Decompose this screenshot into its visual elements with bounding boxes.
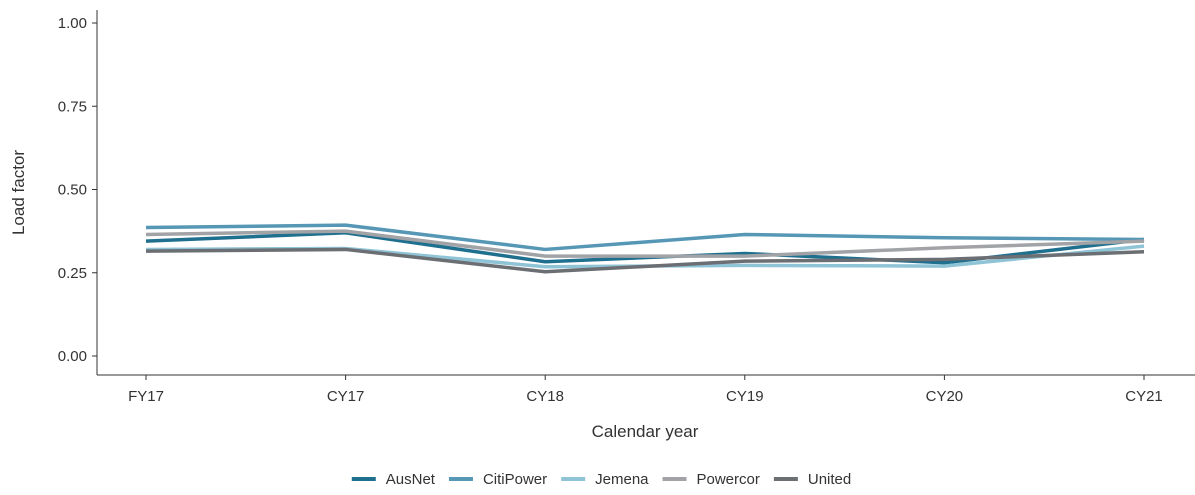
y-tick-label: 0.25: [58, 265, 87, 282]
series-lines: [145, 223, 1145, 274]
axes: [96, 10, 1195, 376]
y-tick-label: 0.75: [58, 98, 87, 115]
legend-label-citipower: CitiPower: [483, 471, 547, 488]
y-tick-label: 1.00: [58, 15, 87, 32]
y-axis-title: Load factor: [9, 150, 28, 235]
x-tick-label: CY17: [327, 388, 365, 405]
legend-label-ausnet: AusNet: [386, 471, 436, 488]
x-axis-ticks: FY17 CY17 CY18 CY19 CY20 CY21: [128, 375, 1163, 405]
legend-label-united: United: [808, 471, 851, 488]
y-axis-ticks: 0.00 0.25 0.50 0.75 1.00: [58, 15, 97, 365]
legend: AusNet CitiPower Jemena Powercor United: [351, 471, 851, 488]
series-line-citipower: [145, 223, 1145, 252]
series-line-powercor: [145, 229, 1145, 258]
legend-label-jemena: Jemena: [595, 471, 649, 488]
x-tick-label: CY19: [726, 388, 764, 405]
x-tick-label: CY20: [926, 388, 964, 405]
x-tick-label: CY21: [1125, 388, 1163, 405]
x-tick-label: FY17: [128, 388, 164, 405]
y-tick-label: 0.00: [58, 348, 87, 365]
x-tick-label: CY18: [526, 388, 564, 405]
y-tick-label: 0.50: [58, 182, 87, 199]
legend-label-powercor: Powercor: [697, 471, 760, 488]
series-line-united: [145, 247, 1145, 274]
x-axis-title: Calendar year: [592, 422, 699, 441]
